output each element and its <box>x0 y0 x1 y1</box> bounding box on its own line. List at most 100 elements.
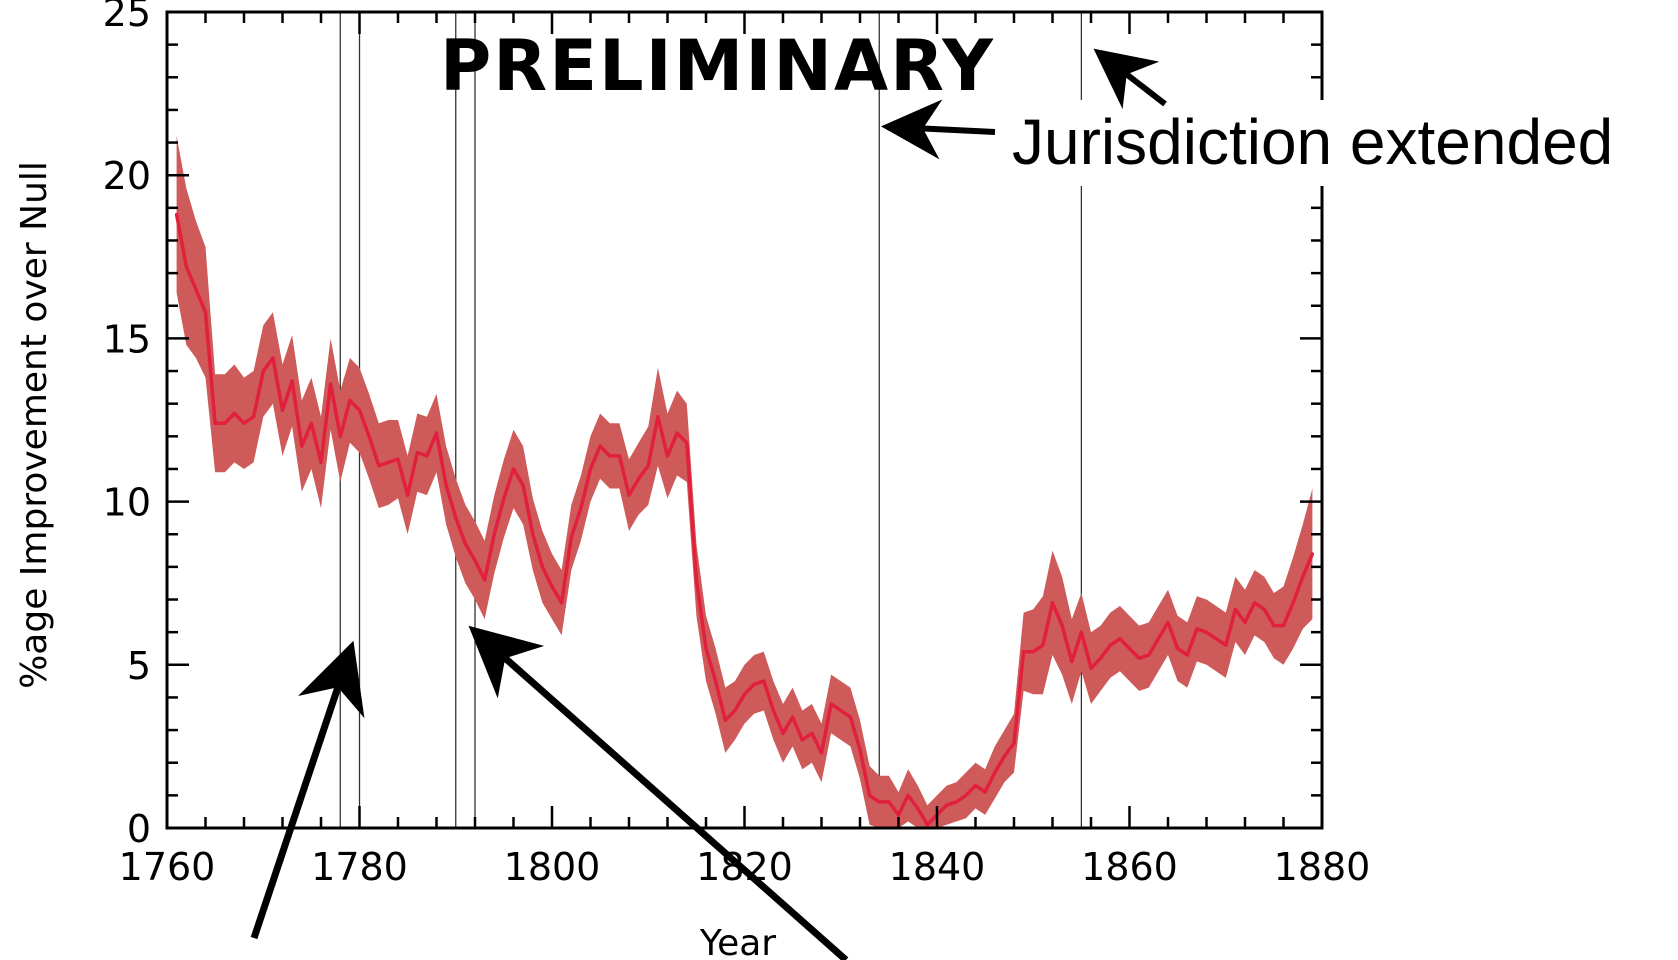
y-tick-label: 0 <box>127 807 151 851</box>
data-point <box>925 823 930 827</box>
y-tick-label: 20 <box>103 154 151 198</box>
data-point <box>1070 659 1074 664</box>
data-point <box>502 496 506 500</box>
data-point <box>1108 643 1112 647</box>
data-point <box>1291 601 1295 605</box>
x-tick-label: 1860 <box>1081 845 1178 889</box>
data-point <box>1166 620 1170 625</box>
data-point <box>916 806 920 811</box>
data-point <box>665 454 670 458</box>
data-point <box>377 464 381 468</box>
y-tick-label: 5 <box>127 644 151 688</box>
data-point <box>877 800 881 804</box>
data-point <box>1156 637 1160 641</box>
data-point <box>1127 646 1132 651</box>
data-point <box>858 748 862 752</box>
data-point <box>1185 653 1189 657</box>
x-tick-label: 1800 <box>504 845 601 889</box>
tick-labels: 17601780180018201840186018800510152025 <box>103 0 1371 889</box>
data-point <box>1050 601 1055 605</box>
data-point <box>280 408 285 412</box>
y-tick-label: 25 <box>103 0 151 35</box>
data-point <box>781 731 785 735</box>
data-point <box>1041 643 1045 647</box>
data-point <box>473 558 477 563</box>
data-point <box>319 460 323 464</box>
series-line-layer <box>174 212 1315 827</box>
y-tick-label: 15 <box>103 317 151 361</box>
data-point <box>1204 630 1209 634</box>
annotation-background <box>1000 100 1678 186</box>
arrow-to-1834-marker <box>881 99 996 160</box>
data-point <box>627 493 631 497</box>
data-point <box>800 738 804 742</box>
data-point <box>983 790 987 794</box>
data-point <box>810 731 814 735</box>
data-point <box>1060 624 1064 628</box>
y-axis-title: %age Improvement over Null <box>14 161 55 689</box>
vertical-markers <box>339 12 1083 828</box>
data-point <box>771 708 776 713</box>
data-point <box>184 265 188 269</box>
data-point <box>1253 601 1257 605</box>
data-point <box>1147 653 1151 657</box>
data-point <box>290 379 294 383</box>
data-point <box>1089 666 1093 670</box>
data-point <box>1176 646 1180 651</box>
data-point <box>617 454 622 458</box>
data-point <box>752 682 756 687</box>
data-point <box>415 451 419 455</box>
data-point <box>569 535 573 540</box>
data-point <box>242 421 246 425</box>
annotation-arrows <box>250 48 1167 960</box>
data-point <box>194 287 198 291</box>
data-point <box>906 793 910 798</box>
data-point <box>579 506 583 510</box>
data-point <box>560 601 564 605</box>
data-point <box>829 702 833 706</box>
data-point <box>1118 637 1122 641</box>
data-point <box>839 708 843 713</box>
data-point <box>598 444 602 448</box>
data-point <box>1233 607 1237 611</box>
data-point <box>338 434 342 438</box>
data-point <box>954 800 958 804</box>
data-point <box>1310 552 1314 556</box>
data-point <box>762 679 766 683</box>
data-point <box>329 382 333 386</box>
data-point <box>444 483 448 487</box>
data-point <box>608 454 612 458</box>
data-point <box>1243 620 1247 625</box>
data-point <box>175 212 179 216</box>
data-point <box>434 431 439 435</box>
data-point <box>588 467 593 471</box>
data-point <box>656 415 660 419</box>
data-point <box>213 421 217 425</box>
data-point <box>531 532 535 536</box>
data-point <box>511 467 516 471</box>
data-point <box>483 578 487 582</box>
data-point <box>223 421 227 425</box>
data-point <box>396 457 400 461</box>
data-point <box>945 803 949 807</box>
data-point <box>1301 575 1305 579</box>
data-point <box>887 800 891 804</box>
arrow-to-1778-marker <box>250 640 365 940</box>
data-point <box>1031 650 1035 654</box>
data-point <box>425 454 429 458</box>
data-point <box>819 751 824 755</box>
data-point <box>1262 607 1266 611</box>
tick-marks <box>165 10 1324 830</box>
data-point <box>1099 656 1103 660</box>
data-point <box>540 565 545 569</box>
data-point <box>714 679 718 683</box>
data-point <box>492 532 496 536</box>
data-point <box>463 542 467 546</box>
data-point <box>300 444 304 448</box>
annotation-jurisdiction-extended: Jurisdiction extended <box>1012 106 1613 178</box>
data-point <box>271 356 275 360</box>
data-point <box>261 369 265 373</box>
data-point <box>1079 630 1083 634</box>
data-point <box>406 493 410 497</box>
